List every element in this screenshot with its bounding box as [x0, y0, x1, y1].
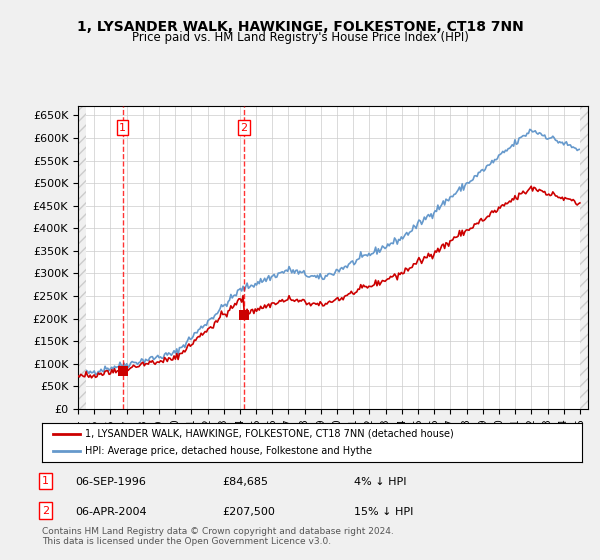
Text: 4% ↓ HPI: 4% ↓ HPI — [354, 477, 407, 487]
Text: HPI: Average price, detached house, Folkestone and Hythe: HPI: Average price, detached house, Folk… — [85, 446, 372, 456]
Text: 1: 1 — [119, 123, 126, 133]
Text: Price paid vs. HM Land Registry's House Price Index (HPI): Price paid vs. HM Land Registry's House … — [131, 31, 469, 44]
Text: 1, LYSANDER WALK, HAWKINGE, FOLKESTONE, CT18 7NN (detached house): 1, LYSANDER WALK, HAWKINGE, FOLKESTONE, … — [85, 429, 454, 439]
Text: £207,500: £207,500 — [222, 507, 275, 517]
Text: 06-SEP-1996: 06-SEP-1996 — [75, 477, 146, 487]
Text: 2: 2 — [241, 123, 248, 133]
Text: 2: 2 — [42, 506, 49, 516]
Text: 1, LYSANDER WALK, HAWKINGE, FOLKESTONE, CT18 7NN: 1, LYSANDER WALK, HAWKINGE, FOLKESTONE, … — [77, 20, 523, 34]
Text: Contains HM Land Registry data © Crown copyright and database right 2024.
This d: Contains HM Land Registry data © Crown c… — [42, 526, 394, 546]
Bar — [78, 106, 86, 409]
Text: 15% ↓ HPI: 15% ↓ HPI — [354, 507, 413, 517]
Text: 06-APR-2004: 06-APR-2004 — [75, 507, 146, 517]
Text: 1: 1 — [42, 476, 49, 486]
Text: £84,685: £84,685 — [222, 477, 268, 487]
Bar — [580, 106, 588, 409]
